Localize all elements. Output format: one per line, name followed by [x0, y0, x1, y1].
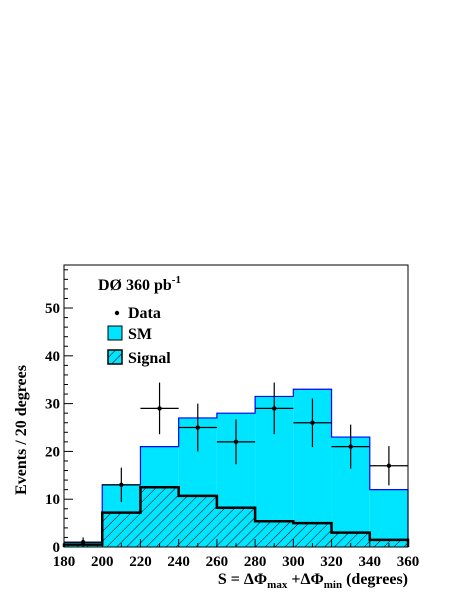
x-axis-title: S = ΔΦmax +ΔΦmin (degrees) — [218, 571, 408, 591]
legend-sm-label: SM — [128, 326, 152, 343]
y-tick-label: 50 — [45, 301, 60, 317]
data-point — [178, 403, 217, 452]
x-tick-label: 220 — [129, 554, 152, 570]
x-tick-label: 200 — [91, 554, 114, 570]
x-tick-label: 360 — [397, 554, 420, 570]
legend-signal-label: Signal — [128, 350, 171, 367]
x-tick-label: 260 — [206, 554, 229, 570]
x-tick-label: 180 — [53, 554, 76, 570]
signal-bar — [102, 512, 141, 547]
data-point — [102, 467, 141, 503]
legend: DØ 360 pb-1 Data SM Signal — [98, 274, 181, 367]
legend-sm-swatch — [107, 325, 123, 341]
legend-data-label: Data — [128, 305, 161, 322]
y-tick-label: 40 — [45, 349, 60, 365]
x-axis: 180 200 220 240 260 280 300 320 340 360 — [53, 539, 420, 570]
data-point — [293, 398, 332, 448]
signal-bar — [255, 521, 294, 547]
signal-histogram — [62, 486, 410, 547]
x-tick-label: 300 — [282, 554, 305, 570]
signal-outline — [62, 486, 410, 547]
signal-bar — [216, 507, 256, 547]
x-tick-label: 280 — [244, 554, 267, 570]
signal-bar — [331, 532, 370, 547]
y-tick-label: 30 — [45, 397, 60, 413]
legend-signal-swatch — [107, 349, 123, 365]
data-point — [331, 424, 370, 469]
y-tick-label: 20 — [45, 444, 60, 460]
legend-data-marker — [114, 310, 120, 316]
x-tick-label: 240 — [167, 554, 190, 570]
signal-bar — [140, 487, 179, 547]
y-tick-label: 10 — [45, 492, 60, 508]
chart-title: DØ 360 pb-1 — [98, 274, 181, 294]
y-tick-label: 0 — [53, 540, 61, 556]
x-tick-label: 340 — [359, 554, 382, 570]
data-point — [140, 382, 179, 435]
x-tick-label: 320 — [320, 554, 343, 570]
data-points — [64, 382, 408, 547]
sm-bar — [369, 489, 408, 547]
data-point — [255, 382, 294, 435]
data-point — [216, 419, 256, 465]
y-axis-title: Events / 20 degrees — [13, 365, 30, 495]
data-point — [369, 446, 408, 486]
signal-bar — [178, 495, 217, 547]
signal-bar — [293, 523, 332, 547]
y-axis: 0 10 20 30 40 50 — [45, 269, 73, 556]
